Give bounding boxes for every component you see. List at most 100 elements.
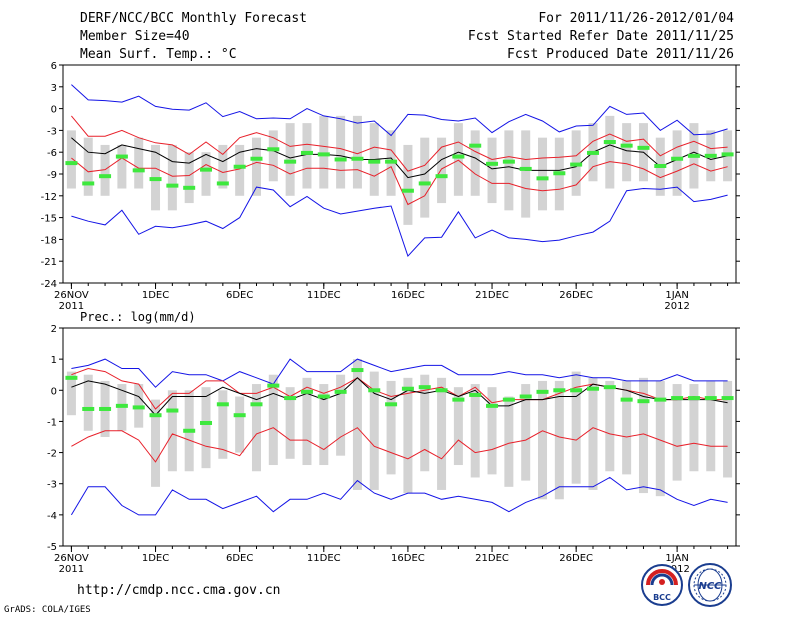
outer-lower-line: [71, 186, 728, 258]
x-tick-label: 26DEC: [559, 290, 593, 301]
observed-marker: [469, 143, 482, 148]
spread-box: [83, 374, 93, 431]
x-tick-label: 16DEC: [391, 553, 425, 564]
observed-marker: [502, 159, 515, 164]
member-size: Member Size=40: [80, 29, 190, 44]
spread-box: [521, 130, 531, 218]
x-tick-label: 21DEC: [475, 290, 509, 301]
spread-box: [184, 152, 194, 204]
spread-box: [723, 380, 733, 478]
observed-marker: [654, 164, 667, 169]
spread-box: [302, 377, 312, 466]
observed-marker: [132, 168, 145, 173]
observed-marker: [99, 406, 112, 411]
spread-box: [605, 380, 615, 472]
ensemble-mean-line: [71, 377, 728, 416]
spread-box: [285, 387, 295, 459]
observed-marker: [284, 396, 297, 401]
observed-marker: [671, 156, 684, 161]
spread-box: [302, 123, 312, 189]
y-tick-label: -24: [41, 279, 57, 290]
spread-box: [66, 130, 76, 189]
spread-box: [437, 377, 447, 490]
y-tick-label: 0: [51, 386, 57, 397]
observed-marker: [469, 392, 482, 397]
outer-upper-line: [71, 84, 728, 137]
observed-marker: [317, 394, 330, 399]
spread-box: [504, 130, 514, 211]
y-tick-label: -4: [47, 511, 57, 522]
y-tick-label: -3: [47, 480, 57, 491]
observed-marker: [620, 397, 633, 402]
temperature-label: Mean Surf. Temp.: °C: [80, 47, 237, 62]
observed-marker: [284, 159, 297, 164]
observed-marker: [149, 413, 162, 418]
inner-upper-line: [71, 115, 728, 172]
observed-marker: [502, 397, 515, 402]
observed-marker: [418, 385, 431, 390]
observed-marker: [166, 408, 179, 413]
y-tick-label: -15: [41, 214, 57, 225]
y-tick-label: 2: [51, 324, 57, 335]
observed-marker: [671, 396, 684, 401]
x-tick-year: 2011: [59, 301, 84, 312]
observed-marker: [99, 174, 112, 179]
observed-marker: [334, 389, 347, 394]
y-tick-label: 1: [51, 355, 57, 366]
observed-marker: [351, 156, 364, 161]
observed-marker: [637, 399, 650, 404]
spread-box: [672, 130, 682, 196]
observed-marker: [654, 397, 667, 402]
spread-box: [167, 144, 177, 211]
forecast-period: For 2011/11/26-2012/01/04: [538, 11, 734, 26]
y-tick-label: -5: [47, 542, 57, 553]
observed-marker: [452, 154, 465, 159]
observed-marker: [401, 188, 414, 193]
plot-frame: [62, 327, 737, 547]
spread-box: [235, 144, 245, 196]
observed-marker: [233, 164, 246, 169]
y-tick-label: -3: [47, 126, 57, 137]
observed-marker: [368, 388, 381, 393]
observed-marker: [267, 147, 280, 152]
y-tick-label: -18: [41, 235, 57, 246]
observed-marker: [115, 154, 128, 159]
observed-marker: [486, 403, 499, 408]
observed-marker: [620, 143, 633, 148]
spread-box: [117, 144, 127, 189]
observed-marker: [368, 159, 381, 164]
spread-box: [437, 137, 447, 204]
x-tick-label: 26NOV: [54, 553, 89, 564]
y-tick-label: -6: [47, 148, 57, 159]
spread-box: [151, 399, 161, 487]
spread-box: [538, 380, 548, 500]
spread-box: [689, 384, 699, 472]
observed-marker: [418, 181, 431, 186]
source-url[interactable]: http://cmdp.ncc.cma.gov.cn: [77, 583, 281, 598]
observed-marker: [115, 403, 128, 408]
spread-box: [167, 390, 177, 472]
ensemble-mean-line: [71, 137, 728, 179]
x-tick-label: 6DEC: [226, 553, 253, 564]
observed-marker: [200, 420, 213, 425]
spread-box: [706, 380, 716, 472]
x-tick-label: 1DEC: [142, 553, 169, 564]
ncc-logo-text: NCC: [698, 581, 722, 592]
x-tick-label: 1JAN: [665, 553, 688, 564]
observed-marker: [334, 157, 347, 162]
bcc-logo-text: BCC: [653, 593, 671, 602]
observed-marker: [233, 413, 246, 418]
observed-marker: [553, 171, 566, 176]
spread-box: [655, 380, 665, 497]
spread-box: [470, 130, 480, 196]
inner-lower-line: [71, 157, 728, 206]
x-tick-label: 21DEC: [475, 553, 509, 564]
spread-box: [453, 123, 463, 196]
observed-marker: [82, 406, 95, 411]
observed-marker: [570, 162, 583, 167]
spread-box: [521, 384, 531, 481]
observed-marker: [149, 177, 162, 182]
observed-marker: [704, 153, 717, 158]
grads-credit: GrADS: COLA/IGES: [4, 605, 91, 615]
